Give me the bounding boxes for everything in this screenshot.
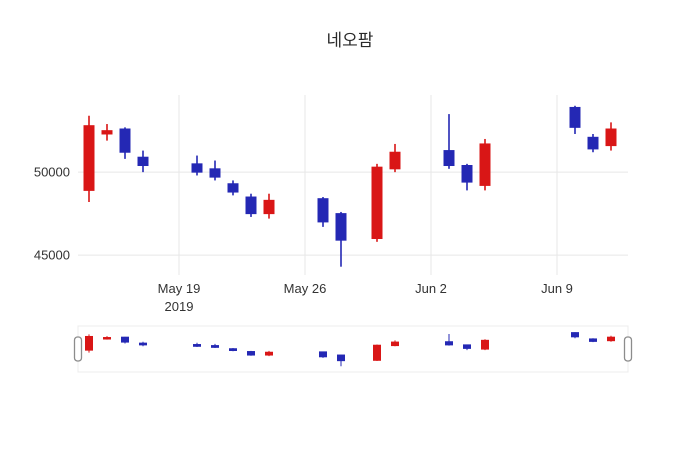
x-axis-labels: May 19 2019 May 26 Jun 2 Jun 9 — [158, 281, 573, 314]
range-slider-candle[interactable] — [391, 340, 399, 347]
candle[interactable] — [209, 160, 221, 181]
range-slider-right-handle[interactable] — [623, 336, 633, 362]
candle-body — [445, 341, 453, 346]
candle-body — [605, 128, 617, 147]
range-slider-candle[interactable] — [571, 332, 579, 339]
candle[interactable] — [83, 115, 95, 203]
candle[interactable] — [389, 143, 401, 173]
range-slider-candle[interactable] — [211, 343, 219, 349]
range-slider-candle[interactable] — [607, 335, 615, 342]
candle-body — [229, 348, 237, 351]
candle-body — [209, 168, 221, 178]
candle-body — [193, 344, 201, 347]
range-slider-candle[interactable] — [247, 350, 255, 356]
candle[interactable] — [371, 163, 383, 242]
range-slider-candle[interactable] — [265, 350, 273, 357]
candle-body — [265, 351, 273, 356]
candle-body — [479, 143, 491, 186]
range-slider-left-handle[interactable] — [73, 336, 83, 362]
candles[interactable] — [83, 105, 617, 267]
candle-body — [319, 351, 327, 358]
candle[interactable] — [443, 114, 455, 169]
chart-title: 네오팜 — [327, 31, 374, 50]
range-slider-candle[interactable] — [589, 338, 597, 343]
range-slider-candle[interactable] — [481, 339, 489, 351]
range-slider-candle[interactable] — [463, 344, 471, 351]
candle[interactable] — [605, 122, 617, 151]
candle-body — [101, 130, 113, 135]
candle-body — [103, 337, 111, 340]
candle-body — [463, 344, 471, 349]
candle-body — [119, 128, 131, 153]
candle-body — [461, 165, 473, 183]
candle[interactable] — [335, 211, 347, 267]
candle-body — [245, 196, 257, 215]
candle[interactable] — [245, 193, 257, 217]
x-tick-label: May 26 — [284, 281, 327, 296]
candle-body — [587, 136, 599, 150]
candle-body — [211, 345, 219, 348]
candle[interactable] — [587, 133, 599, 153]
x-tick-label: Jun 9 — [541, 281, 573, 296]
candle-body — [607, 336, 615, 342]
candle-body — [317, 198, 329, 223]
candle-body — [569, 106, 581, 128]
range-slider-candle[interactable] — [337, 354, 345, 367]
candle[interactable] — [317, 197, 329, 227]
range-slider-candle[interactable] — [445, 334, 453, 346]
candle-body — [443, 150, 455, 167]
candle-body — [481, 339, 489, 350]
candle-body — [121, 336, 129, 343]
candle-body — [85, 335, 93, 351]
x-tick-year-label: 2019 — [165, 299, 194, 314]
candle-body — [571, 332, 579, 338]
candle[interactable] — [137, 150, 149, 173]
candle-body — [335, 213, 347, 241]
candle-body — [391, 341, 399, 347]
y-tick-label: 50000 — [34, 165, 70, 180]
candle[interactable] — [461, 163, 473, 191]
candle[interactable] — [227, 180, 239, 196]
candle[interactable] — [119, 127, 131, 159]
range-slider[interactable] — [73, 325, 633, 373]
candle-body — [139, 342, 147, 346]
candle-body — [137, 156, 149, 167]
y-tick-label: 45000 — [34, 248, 70, 263]
candle-body — [263, 199, 275, 215]
x-tick-label: May 19 — [158, 281, 201, 296]
candle-body — [589, 338, 597, 342]
candle[interactable] — [101, 124, 113, 141]
range-slider-candle[interactable] — [139, 341, 147, 347]
range-slider-candle[interactable] — [319, 351, 327, 358]
candle-body — [191, 163, 203, 173]
gridlines — [78, 95, 628, 275]
candle[interactable] — [479, 138, 491, 191]
candle[interactable] — [263, 193, 275, 219]
candle[interactable] — [569, 105, 581, 134]
range-slider-candle[interactable] — [103, 336, 111, 340]
y-axis-labels: 45000 50000 — [34, 165, 70, 263]
range-slider-track[interactable] — [77, 325, 629, 373]
range-slider-candle[interactable] — [229, 348, 237, 352]
candle-body — [247, 351, 255, 356]
range-slider-candle[interactable] — [85, 334, 93, 353]
candle-body — [227, 183, 239, 193]
candle[interactable] — [191, 155, 203, 176]
candle-body — [83, 125, 95, 191]
range-slider-candle[interactable] — [121, 336, 129, 344]
range-slider-candle[interactable] — [373, 344, 381, 361]
range-slider-candle[interactable] — [193, 342, 201, 347]
candle-body — [371, 166, 383, 240]
candle-body — [337, 354, 345, 362]
candle-body — [389, 151, 401, 170]
candle-body — [373, 344, 381, 361]
x-tick-label: Jun 2 — [415, 281, 447, 296]
